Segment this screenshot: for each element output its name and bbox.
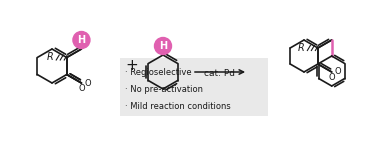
Text: H: H: [159, 41, 167, 51]
Text: · Mild reaction conditions: · Mild reaction conditions: [125, 102, 231, 111]
Text: O: O: [78, 84, 85, 93]
Text: · No pre-activation: · No pre-activation: [125, 85, 203, 94]
Text: · Regioselective: · Regioselective: [125, 68, 192, 77]
Text: O: O: [84, 78, 91, 87]
Circle shape: [155, 37, 172, 54]
Circle shape: [73, 32, 90, 49]
Text: cat. Pd: cat. Pd: [204, 69, 235, 78]
Text: O: O: [328, 73, 335, 82]
Text: R: R: [47, 53, 54, 62]
Text: H: H: [77, 35, 85, 45]
FancyBboxPatch shape: [120, 58, 268, 116]
Text: +: +: [125, 58, 138, 74]
Text: O: O: [335, 67, 341, 77]
Text: R: R: [298, 43, 305, 53]
